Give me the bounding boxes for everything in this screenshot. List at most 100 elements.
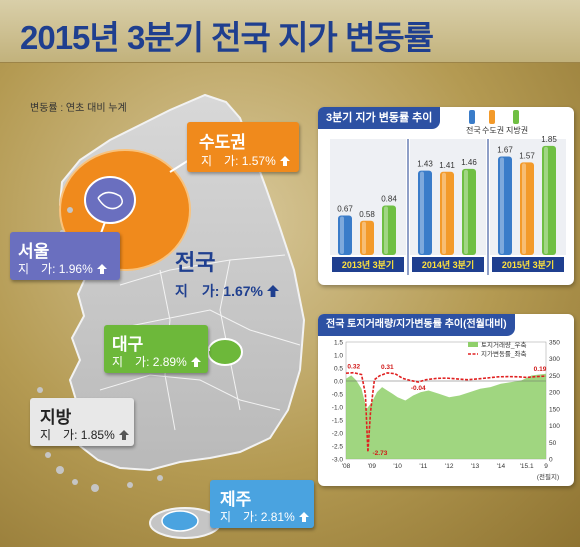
x-unit-label: (전필지) bbox=[537, 472, 559, 481]
provinces-value: 지 가: 1.85% bbox=[40, 426, 129, 443]
legend-capital: 수도권 bbox=[482, 126, 505, 135]
seoul-value: 지 가: 1.96% bbox=[18, 260, 107, 277]
up-arrow-icon bbox=[279, 156, 290, 166]
up-arrow-icon bbox=[96, 264, 107, 274]
bar-highlight bbox=[340, 216, 344, 254]
bar bbox=[462, 168, 476, 255]
y-left-tick-label: -3.0 bbox=[332, 457, 344, 464]
y-right-tick-label: 250 bbox=[549, 373, 560, 380]
seoul-value-text: 지 가: 1.96% bbox=[18, 262, 93, 276]
data-annotation: 0.31 bbox=[381, 364, 394, 371]
jeju-callout: 제주 지 가: 2.81% bbox=[210, 480, 314, 528]
x-tick-label: '10 bbox=[393, 463, 402, 470]
capital-value: 지 가: 1.57% bbox=[201, 152, 290, 169]
y-left-tick-label: -1.5 bbox=[332, 418, 344, 425]
category-label: 2013년 3분기 bbox=[342, 259, 394, 270]
legend-swatch-provinces bbox=[513, 110, 519, 124]
legend-swatch-transactions bbox=[468, 342, 478, 347]
daegu-name: 대구 bbox=[112, 335, 144, 354]
daegu-shape bbox=[207, 338, 243, 366]
bar-value-label: 0.67 bbox=[337, 204, 353, 213]
x-tick-label: '14 bbox=[497, 463, 506, 470]
y-right-tick-label: 100 bbox=[549, 423, 560, 430]
legend-land-change: 지가변동률_좌축 bbox=[481, 349, 526, 358]
bar-highlight bbox=[420, 171, 424, 254]
category-label-bg bbox=[492, 257, 564, 272]
bar-highlight bbox=[522, 163, 526, 254]
bar-value-label: 1.57 bbox=[519, 151, 535, 160]
legend-swatch-national bbox=[469, 110, 475, 124]
y-left-tick-label: -2.0 bbox=[332, 431, 344, 438]
bar-value-label: 1.85 bbox=[541, 135, 557, 144]
y-right-tick-label: 50 bbox=[549, 440, 557, 447]
bar-chart-panel: 3분기 지가 변동률 추이 전국 수도권 지방권 0.67 0.58 0.84 201… bbox=[318, 107, 574, 285]
y-right-tick-label: 300 bbox=[549, 356, 560, 363]
y-left-tick-label: 0.0 bbox=[334, 379, 343, 386]
legend-provinces: 지방권 bbox=[506, 126, 529, 135]
bar-highlight bbox=[464, 169, 468, 254]
bar bbox=[338, 215, 352, 255]
line-chart-plot: 1.5 1.0 0.5 0.0 -0.5 -1.0 -1.5 -2.0 -2.5 -3.0 350 3… bbox=[332, 340, 560, 482]
x-tick-label: '09 bbox=[368, 463, 377, 470]
up-arrow-icon bbox=[118, 430, 129, 440]
x-tick-label: '11 bbox=[419, 463, 427, 470]
national-name: 전국 bbox=[175, 250, 216, 275]
category-label-bg bbox=[412, 257, 484, 272]
bar-value-label: 0.58 bbox=[359, 210, 375, 219]
y-right-tick-label: 0 bbox=[549, 457, 553, 464]
bar-value-label: 1.41 bbox=[439, 161, 455, 170]
y-left-tick-label: 1.5 bbox=[334, 340, 343, 347]
bar-highlight bbox=[362, 221, 366, 254]
page-title: 2015년 3분기 전국 지가 변동률 bbox=[20, 19, 434, 56]
up-arrow-icon bbox=[267, 285, 280, 297]
category-label-bg bbox=[332, 257, 404, 272]
provinces-value-text: 지 가: 1.85% bbox=[40, 428, 115, 442]
x-tick-label: '13 bbox=[471, 463, 480, 470]
x-tick-label: '15.1 bbox=[520, 463, 534, 470]
legend-transactions: 토지거래량_우축 bbox=[481, 340, 526, 349]
bar bbox=[360, 220, 374, 255]
bar bbox=[542, 145, 556, 255]
legend-national: 전국 bbox=[466, 126, 481, 135]
jeju-name: 제주 bbox=[220, 490, 252, 509]
bar-highlight bbox=[384, 206, 388, 254]
daegu-value-text: 지 가: 2.89% bbox=[112, 355, 187, 369]
national-value: 지 가: 1.67% bbox=[175, 281, 280, 301]
capital-callout: 수도권 지 가: 1.57% bbox=[187, 122, 299, 172]
line-chart-title: 전국 토지거래량/지가변동률 추이(전월대비) bbox=[318, 314, 515, 336]
seoul-callout: 서울 지 가: 1.96% bbox=[10, 232, 120, 280]
transaction-area-series bbox=[346, 373, 546, 459]
data-annotation: 0.19 bbox=[534, 366, 547, 373]
data-annotation: -0.04 bbox=[411, 385, 426, 392]
provinces-callout: 지방 지 가: 1.85% bbox=[30, 398, 134, 446]
change-rate-note: 변동률 : 연초 대비 누계 bbox=[30, 103, 127, 114]
bar-highlight bbox=[442, 172, 446, 254]
y-right-tick-label: 350 bbox=[549, 340, 560, 347]
bar bbox=[520, 162, 534, 255]
y-left-tick-label: 1.0 bbox=[334, 353, 343, 360]
category-label: 2014년 3분기 bbox=[422, 259, 474, 270]
bar bbox=[498, 156, 512, 255]
up-arrow-icon bbox=[190, 357, 201, 367]
title-bar: 2015년 3분기 전국 지가 변동률 bbox=[0, 0, 580, 63]
bar-value-label: 1.46 bbox=[461, 158, 477, 167]
seoul-shape bbox=[84, 176, 136, 224]
daegu-value: 지 가: 2.89% bbox=[112, 353, 201, 370]
provinces-name: 지방 bbox=[40, 408, 72, 427]
seoul-name: 서울 bbox=[18, 242, 50, 261]
land-change-line-series bbox=[345, 371, 547, 453]
up-arrow-icon bbox=[298, 512, 309, 522]
y-left-tick-label: -1.0 bbox=[332, 405, 344, 412]
bar-highlight bbox=[500, 157, 504, 254]
category-label: 2015년 3분기 bbox=[502, 259, 554, 270]
y-left-tick-label: -0.5 bbox=[332, 392, 344, 399]
capital-value-text: 지 가: 1.57% bbox=[201, 154, 276, 168]
jeju-value: 지 가: 2.81% bbox=[220, 508, 309, 525]
bar-value-label: 1.43 bbox=[417, 160, 433, 169]
daegu-callout: 대구 지 가: 2.89% bbox=[104, 325, 208, 373]
line-chart-panel: 전국 토지거래량/지가변동률 추이(전월대비) 1.5 1.0 0.5 0.0 -0.5… bbox=[318, 314, 574, 486]
jeju-value-text: 지 가: 2.81% bbox=[220, 510, 295, 524]
korea-map bbox=[37, 93, 306, 539]
bar bbox=[418, 170, 432, 255]
x-tick-label: '12 bbox=[445, 463, 454, 470]
